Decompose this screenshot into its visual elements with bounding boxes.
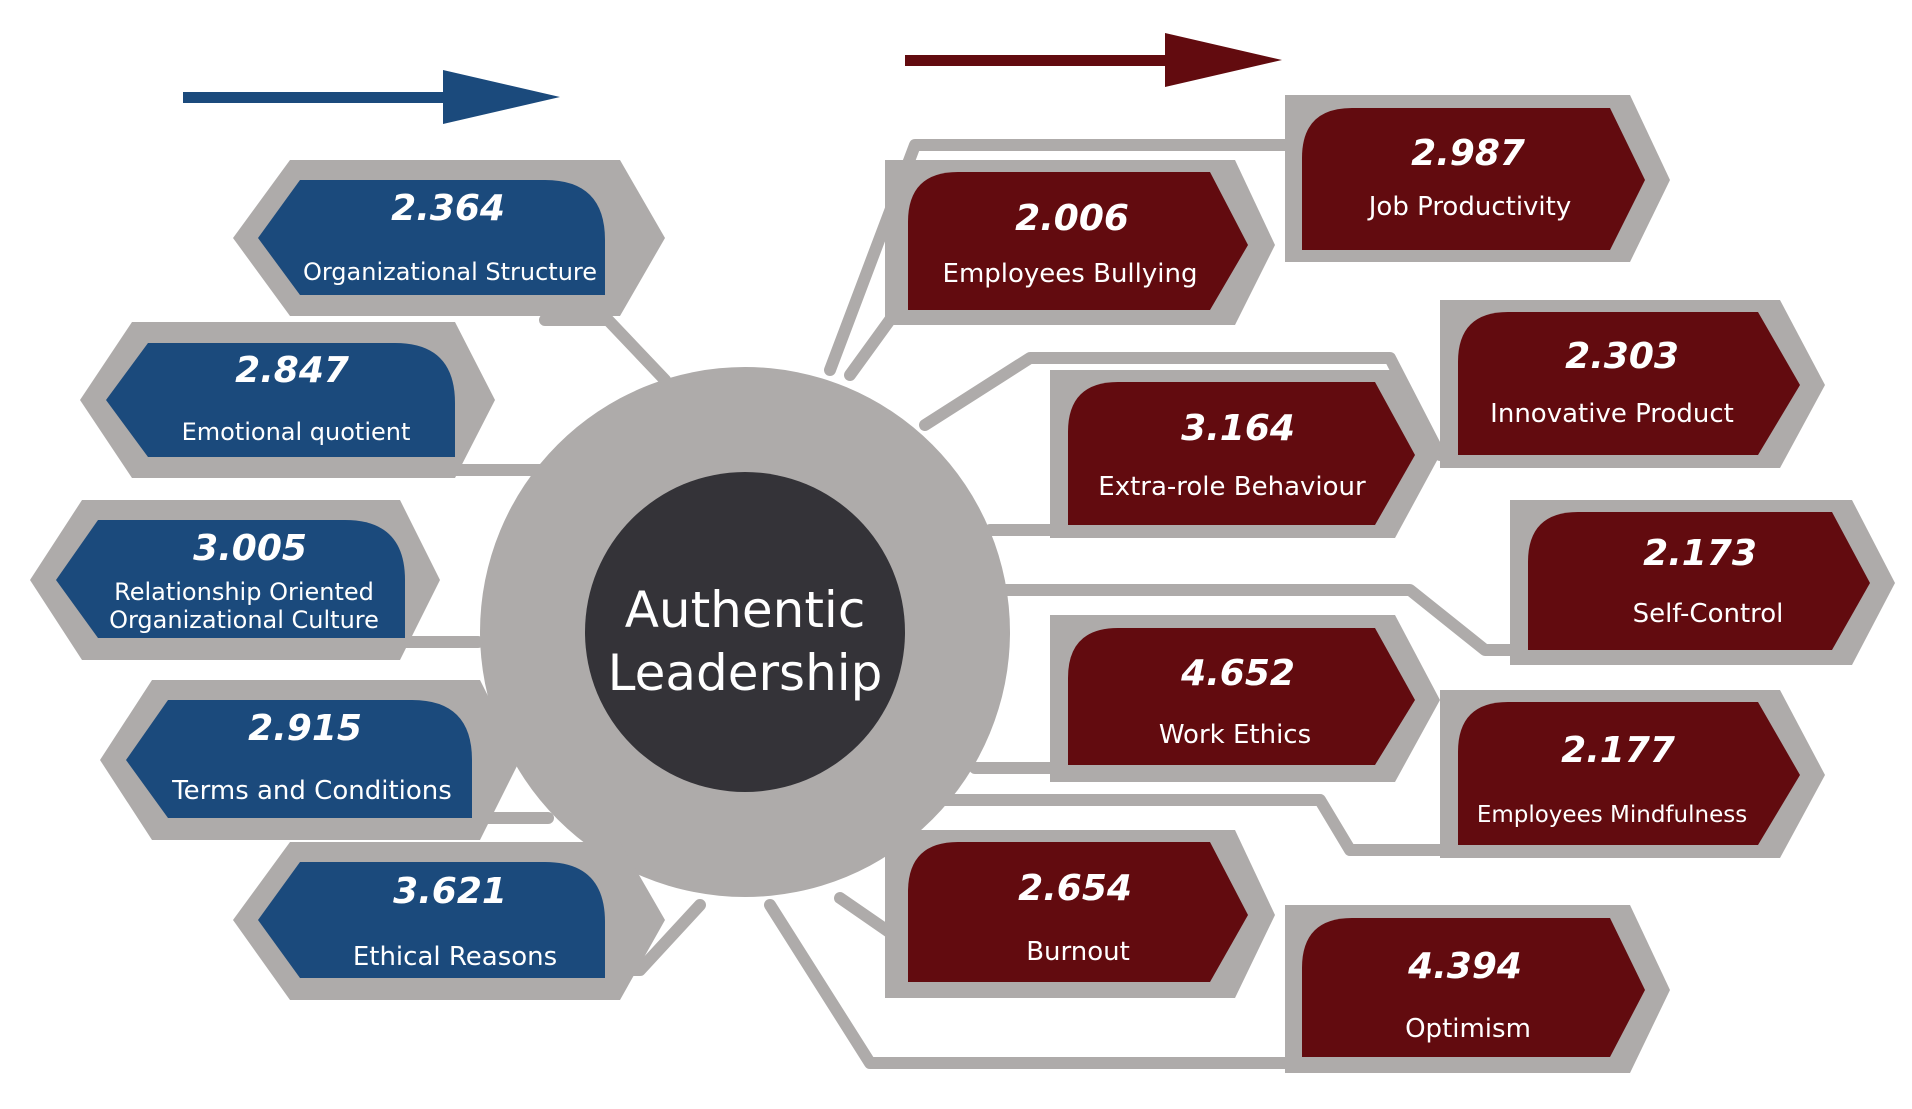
value-work-ethics: 4.652 — [1180, 653, 1295, 694]
node-burnout: 2.654 Burnout — [885, 830, 1275, 998]
label-burnout: Burnout — [1026, 937, 1130, 967]
label-self-control: Self-Control — [1633, 599, 1784, 629]
label-work-ethics: Work Ethics — [1159, 720, 1311, 750]
value-employees-mindfulness: 2.177 — [1561, 730, 1675, 771]
connector-employees-mindfulness — [929, 794, 1466, 856]
connector-organizational-structure — [539, 314, 671, 386]
center-node: Authentic Leadership — [480, 367, 1010, 897]
node-employees-bullying: 2.006 Employees Bullying — [885, 160, 1275, 325]
value-organizational-structure: 2.364 — [391, 188, 505, 229]
value-relationship-culture: 3.005 — [193, 528, 307, 569]
node-self-control: 2.173 Self-Control — [1510, 500, 1895, 665]
connector-optimism — [764, 899, 1316, 1069]
value-burnout: 2.654 — [1018, 868, 1132, 909]
label-employees-bullying: Employees Bullying — [943, 259, 1198, 289]
label-extra-role-behaviour: Extra-role Behaviour — [1098, 472, 1366, 502]
label-organizational-structure: Organizational Structure — [303, 258, 597, 286]
label-optimism: Optimism — [1405, 1014, 1531, 1044]
label-terms-and-conditions: Terms and Conditions — [171, 776, 452, 806]
node-terms-and-conditions: 2.915 Terms and Conditions — [100, 680, 520, 840]
label-innovative-product: Innovative Product — [1490, 399, 1734, 429]
center-title-line2: Leadership — [608, 644, 883, 702]
node-job-productivity: 2.987 Job Productivity — [1285, 95, 1670, 262]
label-relationship-culture-line1: Relationship Oriented — [114, 578, 374, 606]
node-innovative-product: 2.303 Innovative Product — [1440, 300, 1825, 468]
value-optimism: 4.394 — [1407, 946, 1522, 987]
left-arrow — [183, 70, 560, 124]
label-ethical-reasons: Ethical Reasons — [353, 942, 557, 972]
value-extra-role-behaviour: 3.164 — [1181, 408, 1295, 449]
node-ethical-reasons: 3.621 Ethical Reasons — [233, 842, 665, 1000]
node-optimism: 4.394 Optimism — [1285, 905, 1670, 1073]
node-employees-mindfulness: 2.177 Employees Mindfulness — [1440, 690, 1825, 858]
connector-self-control — [999, 584, 1536, 656]
value-emotional-quotient: 2.847 — [235, 350, 349, 391]
node-organizational-structure: 2.364 Organizational Structure — [233, 160, 665, 316]
label-employees-mindfulness: Employees Mindfulness — [1477, 802, 1747, 828]
value-terms-and-conditions: 2.915 — [248, 708, 362, 749]
node-emotional-quotient: 2.847 Emotional quotient — [80, 322, 495, 478]
node-extra-role-behaviour: 3.164 Extra-role Behaviour — [1050, 370, 1440, 538]
center-disc — [585, 472, 905, 792]
value-employees-bullying: 2.006 — [1015, 198, 1129, 239]
value-innovative-product: 2.303 — [1565, 336, 1679, 377]
value-job-productivity: 2.987 — [1411, 133, 1525, 174]
value-ethical-reasons: 3.621 — [393, 871, 507, 912]
center-title-line1: Authentic — [625, 581, 866, 639]
node-relationship-oriented-organizational-culture: 3.005 Relationship Oriented Organization… — [30, 500, 440, 660]
label-emotional-quotient: Emotional quotient — [182, 418, 411, 446]
right-arrow — [905, 33, 1282, 87]
label-relationship-culture-line2: Organizational Culture — [109, 606, 379, 634]
value-self-control: 2.173 — [1643, 533, 1757, 574]
label-job-productivity: Job Productivity — [1367, 192, 1571, 222]
node-work-ethics: 4.652 Work Ethics — [1050, 615, 1440, 782]
